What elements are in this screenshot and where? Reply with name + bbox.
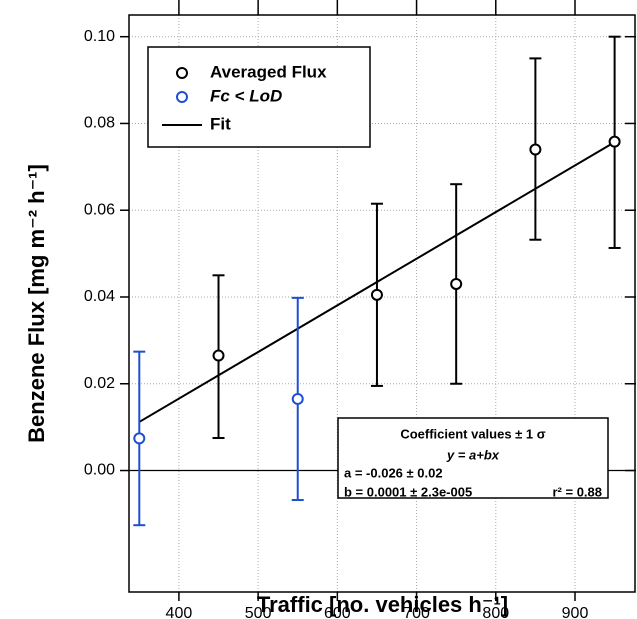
x-axis-title: Traffic [no. vehicles h⁻¹] [257, 592, 508, 617]
x-tick-label: 400 [166, 605, 193, 619]
point [291, 392, 304, 405]
annotation-text: b = 0.0001 ± 2.3e-005 [344, 484, 472, 499]
point [370, 288, 383, 301]
x-tick-label: 900 [562, 605, 589, 619]
x-tick-label: 500 [245, 605, 272, 619]
point [529, 143, 542, 156]
annotation-text: r² = 0.88 [552, 484, 602, 499]
annotation-box [337, 417, 609, 499]
legend-label: Averaged Flux [210, 62, 327, 81]
legend-label: Fit [210, 114, 231, 133]
point [133, 432, 146, 445]
annotation-text: y = a+bx [446, 447, 500, 462]
y-tick-label: 0.02 [84, 375, 115, 392]
plot-frame [128, 14, 636, 593]
y-tick-label: 0.04 [84, 288, 115, 305]
annotation-text: Coefficient values ± 1 σ [400, 426, 545, 441]
legend-marker [176, 67, 188, 79]
legend-label: Fc < LoD [210, 86, 282, 105]
x-tick-label: 700 [403, 605, 430, 619]
x-tick-label: 800 [482, 605, 509, 619]
point [212, 349, 225, 362]
y-tick-label: 0.10 [84, 28, 115, 45]
annotation-text: a = -0.026 ± 0.02 [344, 465, 443, 480]
y-axis-title: Benzene Flux [mg m⁻² h⁻¹] [24, 164, 49, 443]
x-tick-label: 600 [324, 605, 351, 619]
point [450, 277, 463, 290]
legend-marker [176, 91, 188, 103]
point [608, 135, 621, 148]
y-tick-label: 0.00 [84, 462, 115, 479]
y-tick-label: 0.06 [84, 201, 115, 218]
y-tick-label: 0.08 [84, 115, 115, 132]
